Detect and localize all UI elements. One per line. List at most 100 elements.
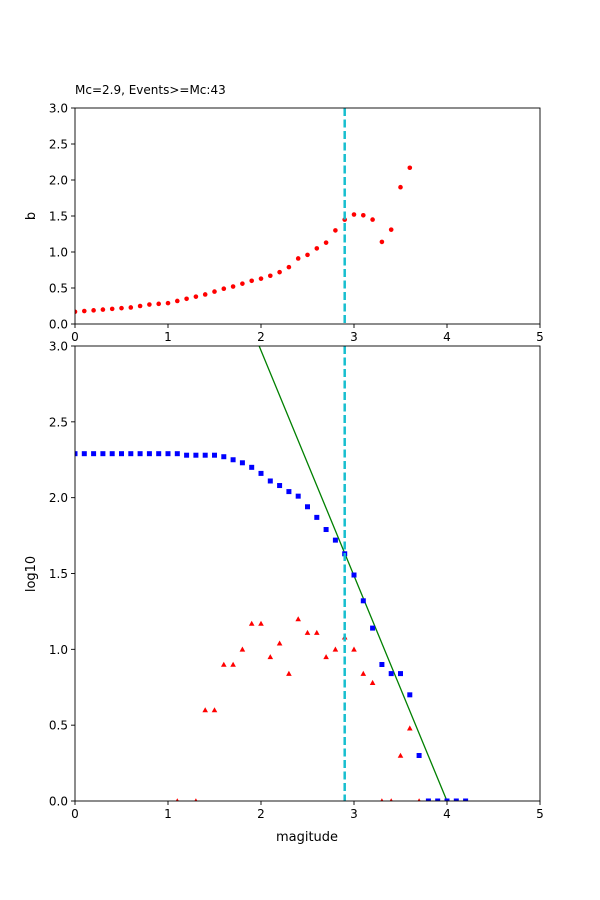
- data-point: [230, 661, 236, 667]
- y-tick-label: 3.0: [49, 340, 68, 354]
- data-point: [239, 646, 246, 652]
- data-point: [351, 212, 357, 217]
- data-point: [388, 227, 394, 232]
- data-point: [221, 661, 227, 667]
- data-point: [351, 646, 357, 652]
- data-point: [75, 451, 78, 457]
- x-tick-label: 5: [536, 330, 544, 344]
- data-point: [202, 707, 208, 713]
- data-point: [119, 305, 124, 311]
- data-point: [380, 798, 384, 801]
- data-point: [184, 452, 190, 458]
- data-point: [425, 798, 431, 801]
- plot-data: [75, 346, 469, 801]
- data-point: [109, 451, 115, 457]
- data-point: [444, 798, 450, 801]
- data-point: [91, 451, 97, 457]
- data-point: [295, 493, 301, 499]
- data-point: [175, 298, 180, 304]
- data-point: [268, 273, 273, 279]
- data-point: [258, 276, 264, 281]
- data-point: [351, 572, 357, 578]
- x-tick-label: 0: [71, 330, 79, 344]
- data-point: [258, 620, 264, 626]
- data-point: [147, 302, 152, 307]
- data-point: [360, 598, 366, 604]
- data-point: [165, 300, 171, 306]
- data-point: [286, 489, 292, 495]
- data-point: [333, 228, 338, 233]
- data-point: [286, 264, 292, 270]
- data-point: [323, 527, 329, 533]
- data-point: [81, 451, 87, 457]
- bottom-panel-ylabel: log10: [24, 556, 39, 592]
- data-point: [193, 452, 199, 458]
- data-point: [295, 256, 301, 261]
- data-point: [221, 286, 227, 292]
- data-point: [109, 306, 115, 312]
- x-tick-label: 5: [536, 807, 544, 821]
- data-point: [119, 451, 124, 457]
- data-point: [407, 165, 413, 171]
- data-point: [397, 752, 404, 758]
- data-point: [304, 629, 311, 635]
- b-value-panel: Mc=2.9, Events>=Mc:43 b 0 1 2 3 4 5 0.0 0.5 1.0 1…: [24, 83, 544, 344]
- top-panel-title: Mc=2.9, Events>=Mc:43: [75, 83, 226, 97]
- data-point: [305, 504, 310, 510]
- y-tick-label: 0.0: [49, 795, 68, 809]
- top-panel-ylabel: b: [24, 212, 39, 220]
- data-point: [91, 308, 96, 313]
- data-point: [314, 629, 320, 635]
- data-point: [212, 289, 217, 294]
- data-point: [175, 798, 179, 801]
- bottom-panel-xlabel: magitude: [276, 830, 338, 845]
- x-tick-label: 4: [443, 330, 451, 344]
- data-point: [389, 798, 393, 801]
- data-point: [221, 454, 227, 460]
- y-tick-label: 1.0: [49, 246, 68, 260]
- data-point: [230, 284, 236, 289]
- data-point: [239, 460, 245, 466]
- data-point: [137, 303, 143, 309]
- data-point: [369, 679, 376, 685]
- data-point: [202, 452, 208, 458]
- data-point: [276, 640, 283, 646]
- data-point: [240, 281, 245, 286]
- x-tick-label: 2: [257, 330, 265, 344]
- data-point: [194, 798, 198, 801]
- y-tick-label: 0.5: [49, 282, 68, 296]
- y-tick-label: 1.0: [49, 643, 68, 657]
- data-point: [277, 483, 283, 489]
- data-point: [314, 246, 320, 251]
- data-point: [417, 798, 421, 801]
- y-tick-label: 2.0: [49, 491, 68, 505]
- y-tick-label: 1.5: [49, 567, 68, 581]
- data-point: [360, 670, 367, 676]
- data-point: [314, 514, 320, 520]
- data-point: [286, 670, 292, 676]
- data-point: [211, 707, 218, 713]
- x-tick-label: 4: [443, 807, 451, 821]
- data-point: [156, 451, 162, 457]
- data-point: [398, 671, 403, 677]
- data-point: [202, 292, 208, 297]
- data-point: [463, 798, 469, 801]
- data-point: [174, 451, 180, 457]
- data-point: [267, 654, 274, 660]
- y-tick-label: 3.0: [49, 102, 68, 116]
- data-point: [249, 464, 255, 470]
- data-point: [370, 625, 376, 631]
- data-point: [137, 451, 143, 457]
- y-tick-label: 2.5: [49, 138, 68, 152]
- y-tick-label: 2.0: [49, 174, 68, 188]
- data-point: [305, 252, 310, 258]
- data-point: [75, 309, 78, 315]
- x-tick-label: 0: [71, 807, 79, 821]
- y-tick-label: 1.5: [49, 210, 68, 224]
- data-point: [323, 240, 329, 245]
- data-point: [212, 452, 217, 458]
- frequency-magnitude-panel: log10 magitude 0 1 2 3 4 5 0.0 0.5 1.0 1.5 2.0 2.5 3…: [24, 340, 544, 846]
- x-tick-label: 2: [257, 807, 265, 821]
- top-plot-area: 0 1 2 3 4 5 0.0 0.5 1.0 1.5 2.0 2.5 3.0: [49, 102, 544, 345]
